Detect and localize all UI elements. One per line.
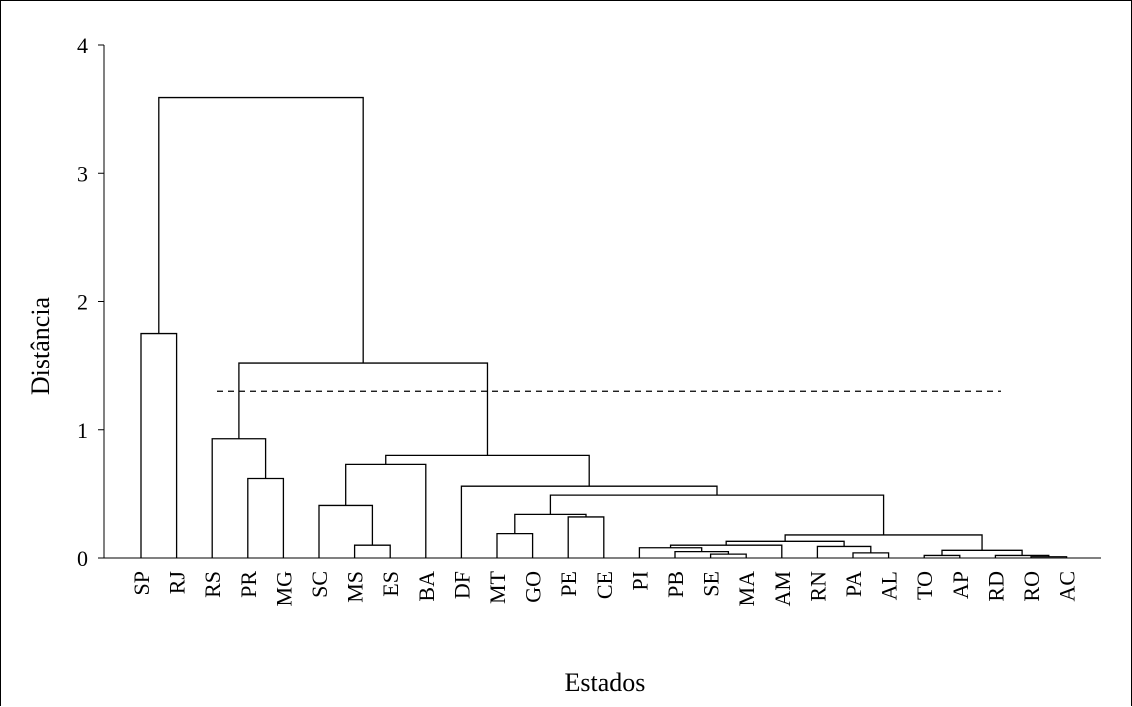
dendrogram-link	[549, 494, 885, 535]
leaf-label: SE	[699, 571, 724, 597]
leaf-label: RN	[805, 571, 830, 602]
leaf-label: CE	[592, 571, 617, 599]
leaf-label: BA	[414, 571, 439, 602]
y-ticks: 0 1 2 3 4	[77, 33, 104, 571]
y-tick-label: 0	[77, 546, 88, 571]
leaf-label: PB	[663, 571, 688, 598]
dendrogram-link	[852, 552, 890, 558]
dendrogram-link	[941, 549, 1023, 556]
x-axis-label: Estados	[565, 668, 646, 697]
y-tick-label: 3	[77, 161, 88, 186]
y-axis-label: Distância	[26, 296, 55, 395]
dendrogram-link	[638, 547, 703, 558]
dendrogram-link	[353, 544, 391, 558]
dendrogram-link	[158, 96, 364, 364]
y-tick-label: 2	[77, 290, 88, 315]
dendrogram-link	[709, 553, 747, 558]
leaf-label: RS	[200, 571, 225, 598]
leaf-label: SC	[307, 571, 332, 598]
dendrogram-link	[211, 438, 267, 558]
leaf-label: RO	[1019, 571, 1044, 602]
leaf-label: PR	[236, 571, 261, 598]
dendrogram-link	[345, 463, 427, 558]
leaf-label: MT	[485, 570, 510, 604]
leaf-label: MG	[271, 571, 296, 607]
dendrogram-link	[784, 534, 983, 551]
dendrogram-link	[238, 362, 489, 456]
leaf-label: AP	[948, 571, 973, 599]
dendrogram-link	[247, 477, 285, 558]
leaf-label: PE	[556, 571, 581, 597]
leaf-label: SP	[129, 571, 154, 595]
leaf-label: TO	[912, 571, 937, 600]
dendrogram-link	[140, 332, 178, 558]
leaf-label: MA	[734, 571, 759, 607]
leaf-label: AM	[770, 571, 795, 606]
y-tick-label: 1	[77, 418, 88, 443]
leaf-label: DF	[449, 571, 474, 599]
dendrogram-links	[140, 96, 1068, 558]
leaf-label: PA	[841, 571, 866, 597]
y-tick-label: 4	[77, 33, 88, 58]
leaf-label: RJ	[165, 571, 190, 595]
leaf-label: ES	[378, 571, 403, 597]
dendrogram-link	[496, 532, 534, 558]
leaf-label: AL	[877, 571, 902, 600]
leaf-label: GO	[521, 571, 546, 603]
leaf-label: AC	[1055, 571, 1080, 602]
dendrogram-link	[318, 504, 374, 558]
dendrogram-link	[567, 516, 605, 558]
leaf-label: RD	[983, 571, 1008, 602]
axes	[103, 45, 1101, 559]
leaf-labels: SP RJ RS PR MG SC MS ES BA DF MT GO PE CE PI PB SE MA AM RN…	[129, 570, 1080, 606]
dendrogram-link	[385, 454, 590, 487]
leaf-label: PI	[627, 571, 652, 591]
leaf-label: MS	[343, 571, 368, 603]
